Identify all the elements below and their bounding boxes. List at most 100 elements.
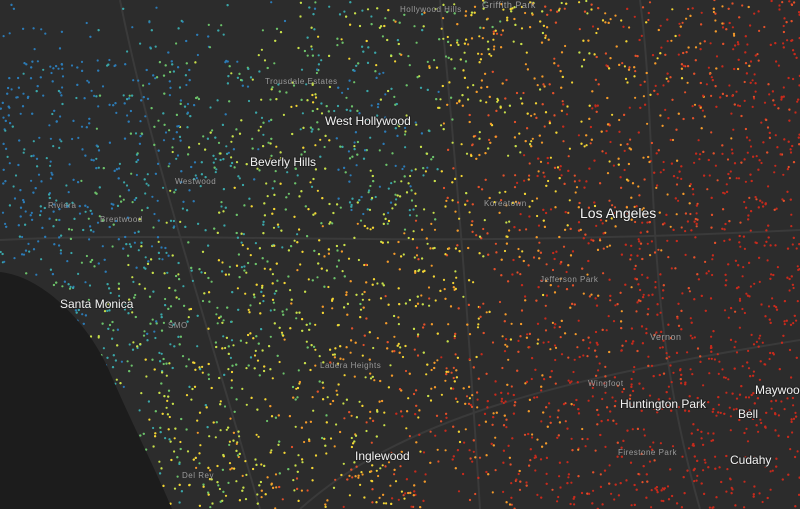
dot xyxy=(226,152,229,155)
dot xyxy=(519,151,522,154)
dot xyxy=(384,17,387,20)
dot xyxy=(531,2,534,5)
dot xyxy=(230,370,234,374)
dot xyxy=(553,291,557,294)
dot xyxy=(17,224,20,227)
dot xyxy=(499,20,502,23)
dot xyxy=(428,304,431,307)
dot xyxy=(179,102,182,105)
dot xyxy=(760,161,763,165)
dot xyxy=(608,350,611,354)
dot xyxy=(216,99,219,102)
dot xyxy=(93,265,96,268)
dot xyxy=(49,137,53,140)
dot xyxy=(301,318,304,321)
dot xyxy=(739,245,742,248)
dot xyxy=(461,94,464,97)
dot xyxy=(508,220,511,223)
dot xyxy=(414,168,417,171)
dot xyxy=(50,171,53,174)
dot xyxy=(102,347,105,350)
dot xyxy=(530,377,533,381)
dot xyxy=(225,428,228,431)
dot xyxy=(612,164,616,167)
dot xyxy=(217,141,221,144)
dot xyxy=(474,456,477,459)
dot xyxy=(301,112,304,115)
dot xyxy=(17,86,20,89)
dot xyxy=(517,339,520,342)
dot xyxy=(38,136,41,139)
dot xyxy=(58,236,61,239)
dot xyxy=(202,483,205,486)
dot xyxy=(594,297,597,300)
dot xyxy=(435,66,439,69)
dot xyxy=(467,303,470,306)
dot xyxy=(456,41,459,44)
dot xyxy=(158,351,161,354)
dot xyxy=(763,363,766,366)
dot xyxy=(92,159,95,162)
dot xyxy=(60,140,63,143)
dot xyxy=(423,208,426,211)
dot xyxy=(646,122,649,125)
dot xyxy=(455,369,458,372)
dot xyxy=(128,370,131,373)
dot xyxy=(240,119,243,122)
dot xyxy=(298,195,301,198)
dot xyxy=(198,366,201,369)
dot xyxy=(48,196,51,200)
dot xyxy=(359,302,362,306)
dot xyxy=(255,111,258,114)
dot xyxy=(511,201,514,204)
dot xyxy=(396,134,399,137)
dot xyxy=(677,53,680,56)
dot xyxy=(157,251,160,254)
dot xyxy=(298,311,301,314)
dot xyxy=(735,177,738,180)
dot xyxy=(446,10,449,14)
dot xyxy=(375,64,378,67)
dot xyxy=(722,208,725,211)
dot xyxy=(257,435,260,438)
dot xyxy=(393,95,396,98)
dot xyxy=(150,29,153,32)
dot xyxy=(221,347,224,350)
dot xyxy=(227,426,230,429)
dot xyxy=(518,255,521,258)
dot xyxy=(746,43,749,46)
dot xyxy=(723,309,727,312)
dot xyxy=(615,45,618,48)
dot xyxy=(676,176,679,179)
dot xyxy=(281,498,284,501)
dot xyxy=(677,406,680,409)
dot xyxy=(174,188,177,191)
dot xyxy=(148,418,151,421)
dot xyxy=(220,205,223,208)
dot xyxy=(513,136,517,139)
dot xyxy=(274,473,278,476)
dot xyxy=(40,180,43,183)
dot xyxy=(397,458,400,461)
dot xyxy=(634,96,637,99)
dot xyxy=(633,15,636,18)
dot xyxy=(350,445,353,449)
dot xyxy=(413,348,416,351)
dot xyxy=(790,3,794,6)
dot xyxy=(660,499,663,502)
dot xyxy=(731,392,734,395)
dot xyxy=(645,473,648,476)
dot xyxy=(714,12,717,15)
dot xyxy=(637,472,640,476)
dot xyxy=(282,313,285,316)
dot xyxy=(151,195,154,198)
dot xyxy=(259,480,262,484)
dot xyxy=(619,482,622,485)
dot xyxy=(219,400,222,403)
dot xyxy=(588,104,591,107)
dot xyxy=(569,227,572,230)
dot xyxy=(513,120,517,124)
dot xyxy=(735,407,738,411)
dot xyxy=(165,406,168,409)
dot xyxy=(580,491,584,495)
